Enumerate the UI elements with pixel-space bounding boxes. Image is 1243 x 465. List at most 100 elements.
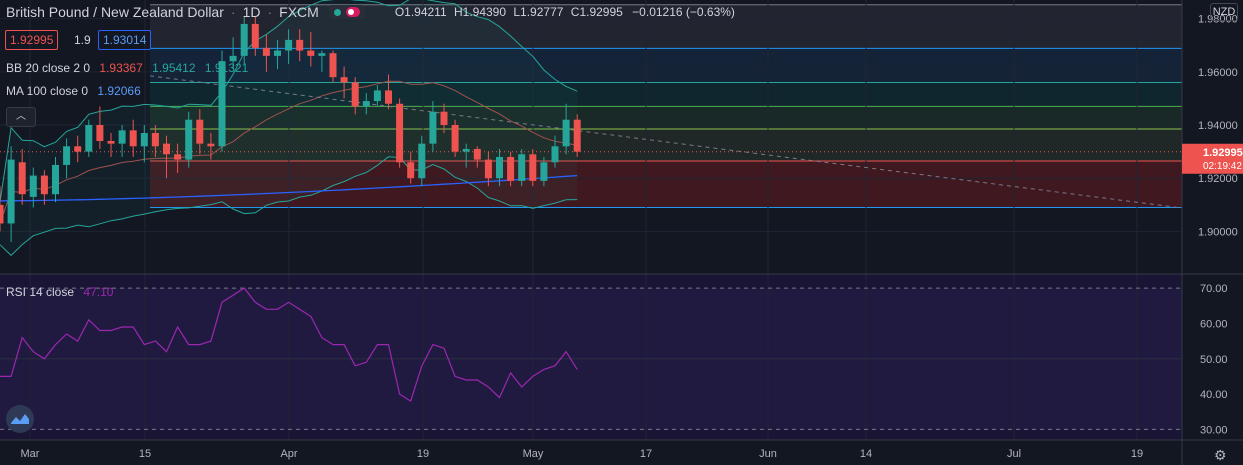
candle-body	[507, 156, 515, 181]
time-tick-label: 19	[1131, 448, 1143, 460]
fib-zone	[150, 106, 1182, 130]
time-tick-label: 14	[860, 448, 872, 460]
time-tick-label: 19	[417, 448, 429, 460]
time-tick-label: 17	[640, 448, 652, 460]
symbol-title[interactable]: British Pound / New Zealand Dollar	[6, 4, 224, 20]
candle-body	[74, 146, 82, 152]
bb-lower-line	[0, 156, 578, 257]
settings-gear-icon[interactable]: ⚙	[1214, 447, 1227, 463]
candle-body	[429, 111, 437, 144]
candle-body	[262, 47, 270, 56]
candle-body	[307, 50, 315, 56]
rsi-line	[0, 287, 578, 403]
price-tick-label: 1.92000	[1198, 173, 1238, 185]
candle-body	[540, 162, 548, 181]
bb-fill	[0, 0, 578, 256]
candle-body	[296, 39, 304, 51]
ohlc-values: O1.94211 H1.94390 L1.92777 C1.92995 −0.0…	[395, 5, 735, 19]
fib-zone	[150, 160, 1182, 208]
price-tick-label: 1.96000	[1198, 67, 1238, 79]
candle-body	[251, 23, 259, 48]
candle-body	[373, 90, 381, 102]
bb-upper-value: 1.95412	[152, 61, 196, 75]
spread-value: 1.9	[74, 33, 91, 47]
ma-label: MA 100 close 0	[6, 84, 89, 98]
candle-body	[440, 111, 448, 126]
candle-body	[196, 119, 204, 144]
last-price-tag	[1182, 143, 1243, 174]
candle-body	[140, 133, 148, 147]
tradingview-logo-icon[interactable]	[6, 405, 34, 433]
ma-legend[interactable]: MA 100 close 0 1.92066	[6, 84, 141, 98]
bb-lower-value: 1.91321	[204, 61, 249, 75]
candle-body	[107, 140, 115, 144]
rsi-tick-label: 70.00	[1200, 283, 1228, 295]
candle-body	[340, 77, 348, 83]
candle-body	[96, 125, 104, 141]
time-tick-label: May	[523, 448, 544, 460]
candle-body	[229, 55, 237, 62]
rsi-legend[interactable]: RSI 14 close 47.10	[6, 285, 113, 299]
candle-body	[52, 164, 59, 195]
price-tick-label: 1.90000	[1198, 226, 1238, 238]
fib-zone	[150, 82, 1182, 107]
candle-body	[318, 53, 326, 56]
candle-body	[218, 61, 226, 147]
candle-body	[63, 146, 71, 165]
collapse-icon: ︿	[16, 111, 26, 122]
fib-zone	[150, 4, 1182, 49]
candle-body	[40, 175, 48, 195]
candle-body	[473, 148, 481, 160]
candle-body	[462, 148, 470, 152]
bb-upper-line	[0, 0, 578, 203]
interval-label[interactable]: 1D	[242, 4, 261, 20]
visibility-toggle[interactable]	[328, 5, 365, 19]
candle-body	[118, 130, 126, 144]
price-tick-label: 1.98000	[1198, 14, 1238, 26]
collapse-legend-button[interactable]: ︿	[6, 107, 36, 127]
ohlc-change: −0.01216 (−0.63%)	[632, 5, 735, 19]
rsi-tick-label: 40.00	[1200, 389, 1228, 401]
symbol-header: British Pound / New Zealand Dollar · 1D …	[6, 4, 735, 20]
candle-body	[0, 204, 4, 224]
last-price-label: 1.92995	[1203, 147, 1243, 159]
ohlc-low: L1.92777	[513, 5, 564, 19]
ohlc-close: C1.92995	[570, 5, 623, 19]
candle-body	[7, 159, 15, 224]
time-tick-label: Apr	[280, 448, 297, 460]
rsi-tick-label: 60.00	[1200, 318, 1228, 330]
time-tick-label: 15	[139, 448, 151, 460]
bb-basis-line	[0, 80, 578, 224]
countdown-label: 02:19:42	[1203, 161, 1242, 172]
candle-body	[573, 119, 581, 152]
candle-body	[329, 53, 337, 78]
ohlc-high: H1.94390	[453, 5, 507, 19]
time-tick-label: Jul	[1007, 448, 1021, 460]
candle-body	[29, 175, 37, 197]
candle-body	[396, 103, 404, 163]
currency-label[interactable]: NZD	[1210, 3, 1238, 21]
candle-body	[240, 23, 248, 56]
candle-body	[562, 119, 570, 147]
bb-legend[interactable]: BB 20 close 2 0 1.93367 1.95412 1.91321	[6, 61, 248, 75]
rsi-value: 47.10	[83, 285, 114, 299]
candle-body	[174, 154, 182, 160]
candle-body	[496, 156, 503, 179]
candle-body	[18, 162, 26, 195]
fib-zone	[150, 129, 1182, 161]
candle-body	[285, 39, 293, 51]
candle-body	[185, 119, 193, 160]
ma-line	[0, 174, 578, 202]
candle-body	[385, 90, 392, 104]
candle-body	[85, 125, 93, 152]
candle-body	[484, 159, 492, 179]
candle-body	[407, 162, 415, 179]
toggle-switch-icon	[345, 7, 360, 17]
candle-body	[418, 143, 426, 179]
buy-price-button[interactable]: 1.93014	[98, 30, 152, 50]
time-tick-label: Jun	[759, 448, 777, 460]
bb-basis-value: 1.93367	[99, 61, 143, 75]
sell-price-button[interactable]: 1.92995	[5, 30, 59, 50]
